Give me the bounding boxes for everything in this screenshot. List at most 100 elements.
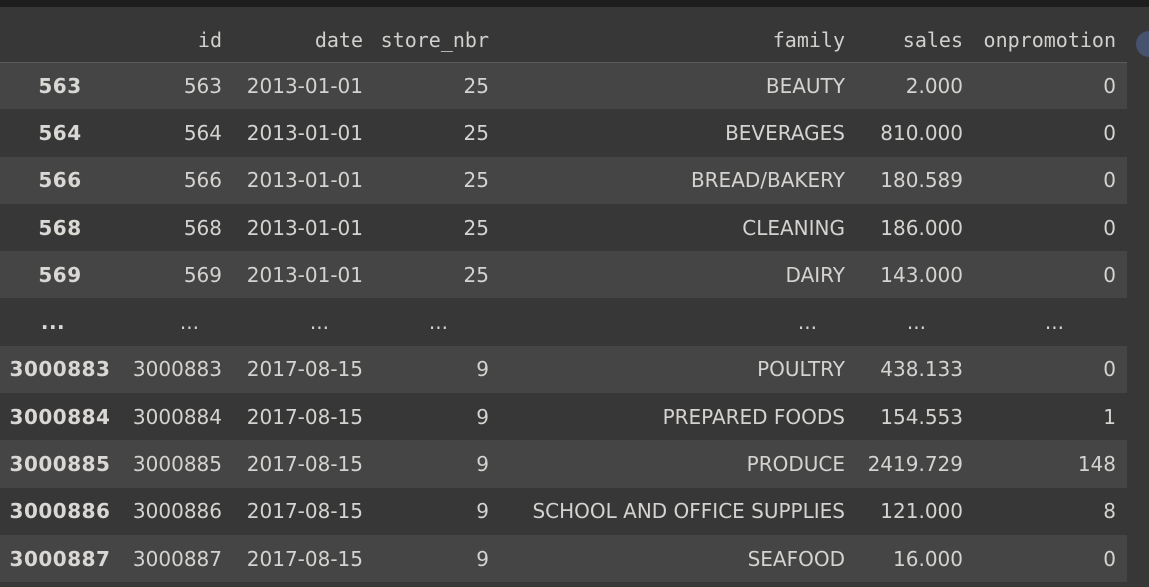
table-row: 3000885 3000885 2017-08-15 9 PRODUCE 2419.729… [0, 440, 1127, 488]
table-row: ..................... [0, 298, 1127, 345]
cell-family: SEAFOOD [747, 546, 845, 571]
cell-sales: 438.133 [880, 357, 963, 382]
header-family: family [489, 7, 845, 63]
cell-family: BREAD/BAKERY [690, 168, 845, 193]
cell-onpromotion: 8 [1103, 499, 1116, 524]
cell-sales: 154.553 [880, 404, 963, 429]
cell-id: 564 [183, 120, 222, 145]
cell-date: 2013-01-01 [246, 120, 363, 145]
cell-onpromotion: 0 [1103, 546, 1116, 571]
cell-sales: ... [906, 310, 926, 335]
cell-id: 566 [183, 168, 222, 193]
row-index-cell: 3000884 [9, 404, 111, 429]
cell-store-nbr: 25 [463, 73, 489, 98]
cell-sales: 143.000 [880, 262, 963, 287]
cell-id: 569 [183, 262, 222, 287]
cell-family: PRODUCE [746, 452, 845, 477]
cell-family: BEAUTY [765, 73, 845, 98]
cell-onpromotion: 0 [1103, 168, 1116, 193]
header-date: date [222, 7, 363, 63]
cell-family: BEVERAGES [725, 120, 845, 145]
cell-date: 2017-08-15 [246, 452, 363, 477]
cell-store-nbr: 9 [476, 499, 489, 524]
floating-action-partial[interactable] [1136, 31, 1149, 57]
cell-sales: 810.000 [880, 120, 963, 145]
cell-date: 2017-08-15 [246, 404, 363, 429]
cell-date: 2017-08-15 [246, 357, 363, 382]
cell-date: 2013-01-01 [246, 262, 363, 287]
table-row: 564 564 2013-01-01 25 BEVERAGES 810.000 0 [0, 109, 1127, 156]
cell-onpromotion: 0 [1103, 357, 1116, 382]
cell-family: POULTRY [757, 357, 845, 382]
cell-sales: 16.000 [893, 546, 963, 571]
cell-store-nbr: 9 [476, 546, 489, 571]
header-store-nbr: store_nbr [363, 7, 489, 63]
cell-sales: 121.000 [880, 499, 963, 524]
table-row: 3000886 3000886 2017-08-15 9 SCHOOL AND OFFI… [0, 488, 1127, 535]
cell-date: 2013-01-01 [246, 73, 363, 98]
header-onpromotion: onpromotion [963, 7, 1127, 63]
table-row: 563 563 2013-01-01 25 BEAUTY 2.000 0 [0, 62, 1127, 110]
cell-onpromotion: 148 [1077, 452, 1116, 477]
table-row: 566 566 2013-01-01 25 BREAD/BAKERY 180.589 0 [0, 156, 1127, 204]
row-index-cell: 568 [38, 215, 82, 240]
cell-id: 3000883 [132, 357, 222, 382]
cell-id: 3000887 [132, 546, 222, 571]
cell-store-nbr: 25 [463, 262, 489, 287]
row-index-cell: 566 [38, 168, 82, 193]
cell-id: ... [179, 310, 199, 335]
cell-date: 2013-01-01 [246, 215, 363, 240]
table-row: 3000884 3000884 2017-08-15 9 PREPARED FOODS 1… [0, 393, 1127, 440]
cell-id: 568 [183, 215, 222, 240]
cell-sales: 186.000 [880, 215, 963, 240]
cell-onpromotion: ... [1044, 310, 1064, 335]
row-index-cell: 3000887 [9, 546, 111, 571]
dataframe-table: id date store_nbr family sales onpromoti… [0, 7, 1127, 583]
cell-id: 563 [183, 73, 222, 98]
row-index-cell: 3000883 [9, 357, 111, 382]
cell-family: ... [797, 310, 817, 335]
top-strip [0, 0, 1149, 7]
cell-store-nbr: 9 [476, 404, 489, 429]
row-index-cell: 563 [38, 73, 82, 98]
cell-family: PREPARED FOODS [662, 404, 845, 429]
cell-date: 2017-08-15 [246, 499, 363, 524]
header-id: id [120, 7, 222, 63]
cell-onpromotion: 1 [1103, 404, 1116, 429]
cell-id: 3000884 [132, 404, 222, 429]
cell-onpromotion: 0 [1103, 215, 1116, 240]
table-row: 568 568 2013-01-01 25 CLEANING 186.000 0 [0, 204, 1127, 251]
row-index-cell: 3000886 [9, 499, 111, 524]
table-body: 563 563 2013-01-01 25 BEAUTY 2.000 0 564 564 2013… [0, 62, 1127, 583]
cell-family: SCHOOL AND OFFICE SUPPLIES [532, 499, 845, 524]
cell-onpromotion: 0 [1103, 262, 1116, 287]
cell-family: CLEANING [742, 215, 845, 240]
cell-sales: 2.000 [905, 73, 963, 98]
cell-store-nbr: 25 [463, 215, 489, 240]
row-index-cell: 569 [38, 262, 82, 287]
table-row: 3000883 3000883 2017-08-15 9 POULTRY 438.133 0 [0, 345, 1127, 394]
cell-date: ... [309, 310, 329, 335]
cell-date: 2017-08-15 [246, 546, 363, 571]
header-row: id date store_nbr family sales onpromoti… [0, 7, 1127, 63]
header-index [0, 7, 120, 63]
cell-id: 3000885 [132, 452, 222, 477]
cell-store-nbr: 25 [463, 120, 489, 145]
cell-store-nbr: ... [428, 310, 448, 335]
header-sales: sales [845, 7, 963, 63]
table-header: id date store_nbr family sales onpromoti… [0, 7, 1127, 63]
row-index-cell: 3000885 [9, 452, 111, 477]
cell-id: 3000886 [132, 499, 222, 524]
cell-store-nbr: 9 [476, 357, 489, 382]
cell-family: DAIRY [785, 262, 845, 287]
table-row: 569 569 2013-01-01 25 DAIRY 143.000 0 [0, 251, 1127, 299]
table-row: 3000887 3000887 2017-08-15 9 SEAFOOD 16.000 0 [0, 534, 1127, 583]
dataframe-output: id date store_nbr family sales onpromoti… [0, 7, 1127, 583]
row-index-cell: 564 [38, 120, 82, 145]
row-index-cell: ... [40, 310, 66, 335]
cell-sales: 180.589 [880, 168, 963, 193]
cell-sales: 2419.729 [867, 452, 963, 477]
cell-store-nbr: 25 [463, 168, 489, 193]
cell-date: 2013-01-01 [246, 168, 363, 193]
